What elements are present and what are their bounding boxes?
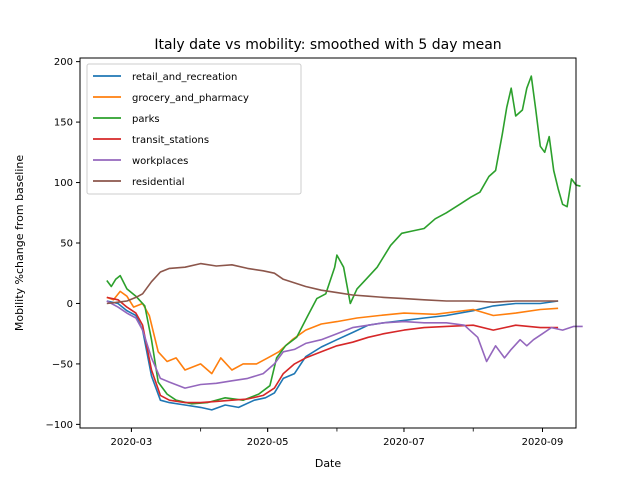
legend-label: workplaces [132, 156, 188, 167]
x-axis-title: Date [315, 457, 342, 470]
series-line-parks [106, 75, 581, 405]
y-axis: −100 −50 0 50 100 150 200 [46, 57, 80, 431]
series-line-residential [106, 262, 559, 305]
chart-title: Italy date vs mobility: smoothed with 5 … [154, 37, 501, 53]
y-tick-label: 100 [54, 178, 73, 189]
legend-label: transit_stations [132, 135, 209, 146]
x-tick-label: 2020-03 [110, 437, 152, 448]
legend-label: retail_and_recreation [132, 72, 237, 83]
y-tick-label: −100 [46, 420, 73, 431]
x-tick-label: 2020-09 [522, 437, 564, 448]
legend-label: residential [132, 177, 184, 188]
legend-box [86, 63, 302, 195]
series-line-retail-and-recreation [106, 300, 559, 411]
series-line-workplaces [106, 300, 583, 389]
y-tick-label: 0 [67, 299, 73, 310]
y-tick-label: 50 [60, 239, 73, 250]
x-tick-label: 2020-07 [383, 437, 425, 448]
legend-label: grocery_and_pharmacy [132, 93, 249, 104]
y-axis-title: Mobility %change from baseline [13, 155, 26, 332]
series-layer [106, 75, 583, 411]
series-line-transit-stations [106, 296, 559, 404]
y-tick-label: −50 [52, 359, 73, 370]
y-tick-label: 200 [54, 57, 73, 68]
legend-label: parks [132, 114, 160, 125]
x-tick-label: 2020-05 [247, 437, 289, 448]
y-tick-label: 150 [54, 118, 73, 129]
legend: retail_and_recreation grocery_and_pharmac… [86, 63, 302, 195]
x-axis: 2020-03 2020-05 2020-07 2020-09 [110, 428, 563, 448]
